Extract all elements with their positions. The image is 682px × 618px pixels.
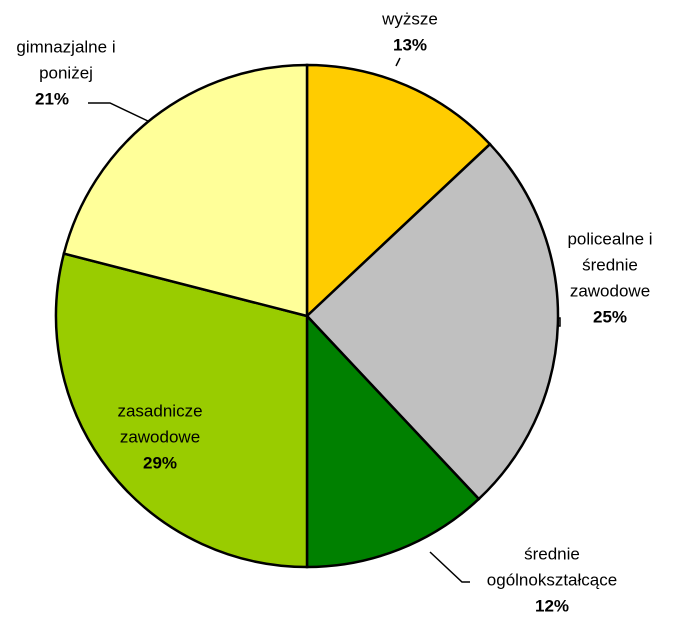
value-label: 12% [535, 596, 569, 615]
leader-line [429, 551, 470, 583]
slice-label: zasadnicze [117, 401, 202, 420]
slice-label: policealne i [567, 229, 652, 248]
pie-slice [54, 252, 309, 569]
slice-label: gimnazjalne i [16, 37, 115, 56]
pie-slice [62, 63, 309, 318]
value-label: 21% [35, 89, 69, 108]
value-label: 29% [143, 453, 177, 472]
slice-label: ogólnokształcące [487, 570, 617, 589]
slice-label: zawodowe [120, 427, 200, 446]
pie-slice [305, 63, 492, 319]
leader-line [395, 57, 401, 67]
pie-slice [305, 312, 481, 569]
slice-label: zawodowe [570, 281, 650, 300]
slice-label: wyższe [381, 9, 438, 28]
leader-line [88, 102, 151, 123]
pie-slice [305, 142, 560, 501]
slice-label: poniżej [39, 63, 93, 82]
value-label: 25% [593, 307, 627, 326]
slice-label: średnie [524, 544, 580, 563]
value-label: 13% [393, 35, 427, 54]
slice-label: średnie [582, 255, 638, 274]
